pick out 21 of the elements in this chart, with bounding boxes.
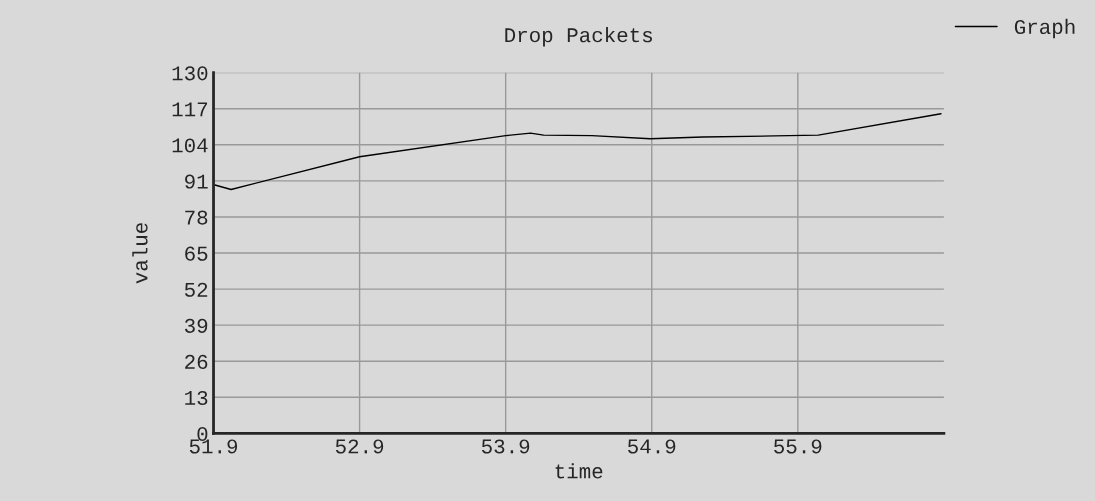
y-tick-label: 52 — [184, 282, 208, 297]
y-tick-label: 0 — [197, 426, 208, 442]
x-tick-label: 53.9 — [481, 439, 530, 454]
y-tick-label: 65 — [185, 246, 208, 261]
x-tick-label: 52.9 — [335, 439, 384, 454]
x-tick-label: 51.9 — [189, 439, 238, 454]
y-tick-label: 91 — [185, 174, 208, 189]
x-axis-title: time — [555, 463, 603, 479]
y-tick-label: 130 — [172, 66, 208, 81]
y-axis-title: value — [132, 223, 148, 284]
y-tick-label: 13 — [185, 390, 208, 406]
y-tick-label: 117 — [172, 102, 208, 117]
y-tick-label: 104 — [172, 138, 208, 153]
legend-label: Graph — [1014, 18, 1075, 39]
chart-title: Drop Packets — [505, 26, 652, 47]
x-tick-label: 55.9 — [774, 439, 822, 454]
y-tick-label: 39 — [184, 318, 208, 333]
y-tick-label: 78 — [185, 210, 208, 225]
line-series — [214, 113, 942, 191]
x-tick-label: 54.9 — [628, 439, 676, 454]
y-tick-label: 26 — [185, 354, 208, 369]
